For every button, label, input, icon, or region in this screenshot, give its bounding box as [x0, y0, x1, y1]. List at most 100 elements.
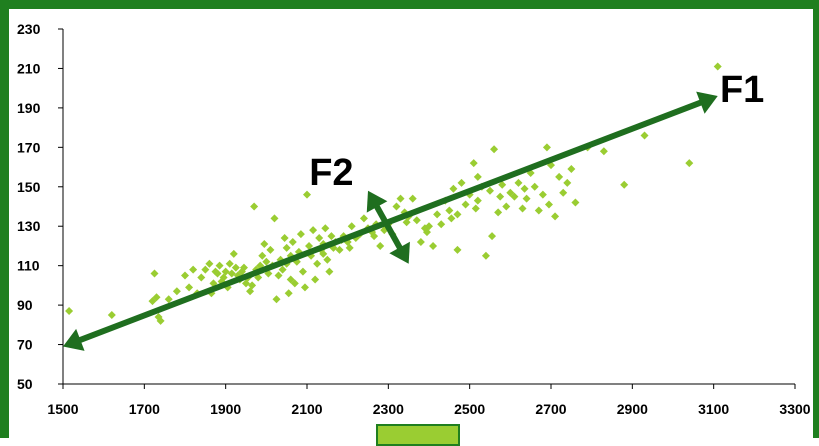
data-point — [640, 131, 649, 140]
data-point — [313, 259, 322, 268]
data-point — [325, 267, 334, 276]
data-point — [248, 281, 257, 290]
data-point — [148, 297, 157, 306]
data-point — [284, 289, 293, 298]
data-point — [530, 182, 539, 191]
data-point — [498, 180, 507, 189]
data-point — [239, 263, 248, 272]
data-point — [453, 245, 462, 254]
data-point — [481, 251, 490, 260]
data-point — [620, 180, 629, 189]
data-point — [469, 159, 478, 168]
data-point — [429, 241, 438, 250]
data-point — [150, 269, 159, 278]
legend-swatch — [376, 424, 460, 446]
data-point — [471, 204, 480, 213]
y-tick-label: 70 — [17, 337, 33, 353]
data-point — [514, 178, 523, 187]
data-point — [298, 267, 307, 276]
y-tick-label: 90 — [17, 297, 33, 313]
x-tick-label: 2500 — [454, 401, 485, 417]
data-point — [571, 198, 580, 207]
data-point — [433, 210, 442, 219]
data-point — [260, 239, 269, 248]
data-point — [447, 214, 456, 223]
data-point — [311, 275, 320, 284]
x-tick-label: 2100 — [291, 401, 322, 417]
y-tick-label: 150 — [17, 179, 41, 195]
data-point — [416, 238, 425, 246]
data-point — [496, 192, 505, 201]
data-point — [555, 172, 564, 181]
data-point — [215, 261, 224, 270]
data-point — [551, 212, 560, 221]
data-point — [345, 243, 354, 252]
data-point — [453, 210, 462, 219]
x-tick-label: 2700 — [535, 401, 566, 417]
annotations: F1 F2 — [309, 69, 764, 194]
data-point — [323, 255, 332, 264]
data-point — [288, 238, 297, 246]
data-point — [231, 263, 240, 272]
data-point — [488, 232, 497, 241]
data-point — [486, 186, 494, 195]
data-point — [300, 283, 309, 292]
data-point — [402, 218, 411, 227]
data-point — [296, 230, 305, 239]
data-point — [437, 220, 446, 229]
data-point — [305, 241, 314, 250]
data-point — [457, 178, 466, 187]
data-point — [599, 147, 608, 156]
arrow-f2-shaft — [372, 201, 405, 253]
data-point — [258, 251, 267, 260]
principal-axes-arrows — [63, 91, 718, 351]
data-point — [335, 245, 344, 254]
data-point — [290, 279, 299, 288]
data-point — [197, 273, 206, 282]
y-tick-label: 50 — [17, 376, 33, 392]
x-tick-label: 2300 — [373, 401, 404, 417]
data-point — [567, 165, 576, 174]
data-point — [221, 267, 230, 276]
y-tick-label: 130 — [17, 218, 41, 234]
y-tick-label: 170 — [17, 139, 41, 155]
data-point — [205, 259, 214, 268]
data-point — [392, 202, 401, 211]
data-point — [152, 293, 161, 302]
data-point — [422, 228, 431, 237]
data-point — [286, 275, 295, 284]
data-point — [347, 222, 356, 231]
data-point — [494, 208, 503, 217]
data-point — [172, 287, 181, 296]
data-point — [563, 178, 572, 187]
data-point — [449, 184, 458, 193]
x-tick-label: 3300 — [779, 401, 810, 417]
data-point — [685, 159, 694, 168]
data-point — [181, 271, 189, 280]
arrow-f2-head-start — [366, 190, 388, 213]
data-point — [274, 271, 283, 280]
data-point — [510, 192, 519, 201]
arrow-f1-head-end — [696, 91, 718, 114]
y-tick-label: 210 — [17, 60, 41, 76]
data-point — [266, 245, 275, 254]
x-tick-label: 3100 — [698, 401, 729, 417]
data-point — [520, 184, 529, 193]
data-point — [107, 310, 116, 319]
x-tick-label: 1900 — [210, 401, 241, 417]
data-point — [201, 265, 210, 274]
data-point — [278, 265, 287, 274]
data-point — [321, 224, 330, 233]
data-point — [229, 249, 238, 258]
arrow-f1-head-start — [63, 328, 85, 351]
data-point — [408, 194, 417, 203]
x-tick-label: 1700 — [129, 401, 160, 417]
x-axis-ticks: 1500 1700 1900 2100 2300 2500 2700 2900 3100 3300 — [47, 384, 811, 417]
data-point — [473, 172, 482, 181]
data-point — [359, 214, 368, 223]
data-point — [376, 241, 385, 250]
arrow-f2-head-end — [389, 241, 410, 264]
data-point — [185, 283, 194, 292]
data-point — [309, 226, 318, 235]
y-axis-ticks: 50 70 90 110 130 150 170 190 210 230 — [17, 21, 63, 392]
